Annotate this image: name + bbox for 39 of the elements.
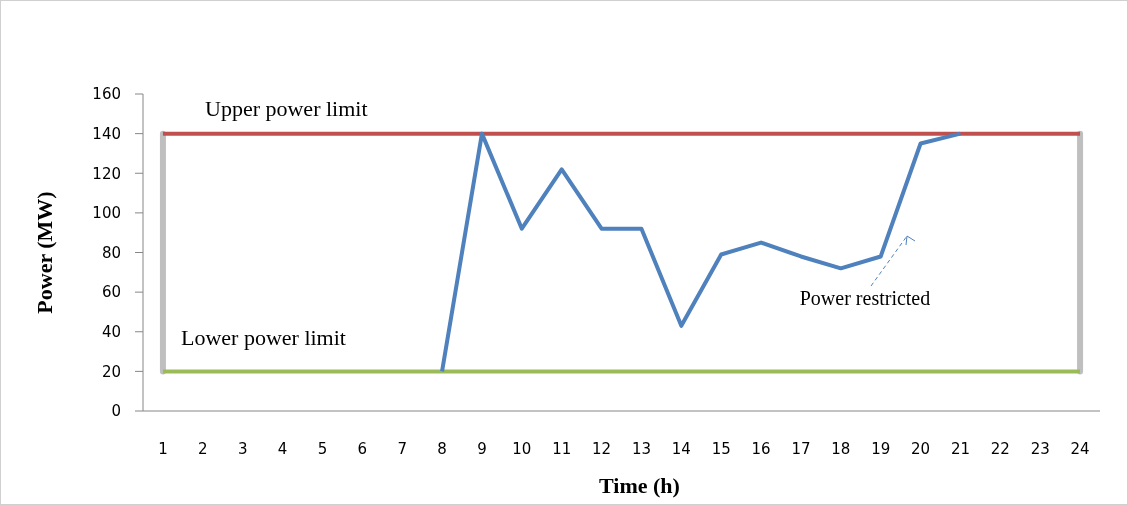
x-tick-label: 5 xyxy=(317,440,328,458)
x-tick-label: 21 xyxy=(950,440,970,458)
x-tick-label: 11 xyxy=(552,440,572,458)
y-axis-title: Power (MW) xyxy=(32,191,57,314)
line-series xyxy=(440,131,963,374)
x-tick-label: 24 xyxy=(1070,440,1090,458)
x-tick-label: 1 xyxy=(158,440,168,458)
x-tick-label: 20 xyxy=(911,440,931,458)
x-tick-label: 15 xyxy=(711,440,731,458)
y-tick-label: 40 xyxy=(101,323,121,341)
x-tick-label: 9 xyxy=(477,440,487,458)
x-tick-label: 2 xyxy=(198,440,208,458)
x-tick-label: 18 xyxy=(831,440,851,458)
x-tick-label: 22 xyxy=(990,440,1010,458)
x-tick-label: 6 xyxy=(357,440,368,458)
x-tick-label: 13 xyxy=(631,440,651,458)
x-tick-label: 10 xyxy=(512,440,532,458)
x-axis-title: Time (h) xyxy=(599,473,680,498)
x-tick-label: 14 xyxy=(671,440,691,458)
y-tick-label: 20 xyxy=(101,362,121,381)
y-tick-label: 100 xyxy=(92,204,121,223)
annotation: Power restricted xyxy=(799,287,931,309)
x-tick-label: 12 xyxy=(592,440,612,458)
y-tick-label: 140 xyxy=(92,124,121,143)
y-tick-label: 160 xyxy=(92,85,121,104)
x-tick-label: 17 xyxy=(791,440,811,458)
y-tick-label: 120 xyxy=(92,164,121,183)
x-tick-label: 8 xyxy=(437,440,447,458)
x-tick-label: 16 xyxy=(751,440,771,458)
x-tick-label: 23 xyxy=(1030,440,1050,458)
y-tick-label: 0 xyxy=(111,402,121,421)
series-label: Lower power limit xyxy=(181,325,346,351)
series-label: Upper power limit xyxy=(205,95,368,121)
x-tick-label: 3 xyxy=(237,440,248,458)
y-tick-label: 60 xyxy=(101,283,121,302)
y-tick-label: 80 xyxy=(101,243,121,262)
x-tick-label: 7 xyxy=(397,440,407,458)
x-tick-label: 4 xyxy=(277,440,288,458)
x-tick-label: 19 xyxy=(871,440,891,458)
